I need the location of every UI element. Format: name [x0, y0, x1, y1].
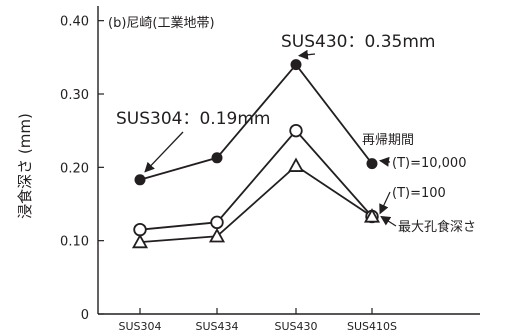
- y-tick-label: 0: [81, 308, 89, 323]
- y-tick-label: 0.20: [60, 161, 89, 176]
- annotation-sus304-arrow: [144, 131, 184, 173]
- x-tick-label: SUS304: [118, 320, 161, 333]
- x-tick-label: SUS434: [195, 320, 238, 333]
- data-point: [289, 123, 303, 138]
- data-point: [287, 157, 305, 172]
- axes: [97, 6, 480, 315]
- data-point: [366, 158, 378, 170]
- y-tick-label: 0.30: [60, 88, 89, 103]
- chart-title: (b)尼崎(工業地帯): [108, 15, 215, 31]
- legend-arrow: [379, 191, 391, 215]
- y-ticks: 0 0.10 0.20 0.30 0.40: [60, 15, 104, 323]
- data-point: [133, 222, 147, 237]
- data-point: [208, 227, 226, 243]
- x-tick-label: SUS430: [274, 320, 317, 333]
- annotation-sus304: SUS304：0.19mm: [116, 109, 270, 129]
- legend-label: 最大孔食深さ: [398, 219, 476, 235]
- data-point: [131, 233, 149, 249]
- series-line: [139, 164, 373, 244]
- legend-arrow: [379, 156, 391, 167]
- series-markers: [131, 59, 381, 249]
- annotations: SUS430：0.35mm SUS304：0.19mm: [116, 32, 435, 173]
- legend-label: (T)=10,000: [392, 156, 466, 171]
- legend-label: (T)=100: [392, 186, 446, 201]
- x-tick-label: SUS410S: [347, 320, 397, 333]
- annotation-sus430-arrow: [298, 49, 316, 60]
- data-point: [134, 174, 146, 186]
- data-point: [290, 59, 302, 71]
- y-tick-label: 0.10: [60, 235, 89, 250]
- legend: (T)=10,000 (T)=100 最大孔食深さ: [379, 156, 476, 235]
- series-line: [139, 129, 373, 231]
- data-point: [211, 152, 223, 164]
- data-point: [210, 215, 224, 230]
- annotation-sus430: SUS430：0.35mm: [281, 32, 435, 52]
- legend-arrow: [380, 215, 397, 227]
- x-ticks: SUS304 SUS434 SUS430 SUS410S: [118, 308, 397, 333]
- legend-title: 再帰期間: [362, 132, 414, 148]
- series-lines: [139, 63, 373, 244]
- y-axis-label: 浸食深さ (mm): [16, 113, 34, 219]
- y-tick-label: 0.40: [60, 15, 89, 30]
- series-line: [139, 63, 373, 181]
- data-point: [363, 208, 381, 223]
